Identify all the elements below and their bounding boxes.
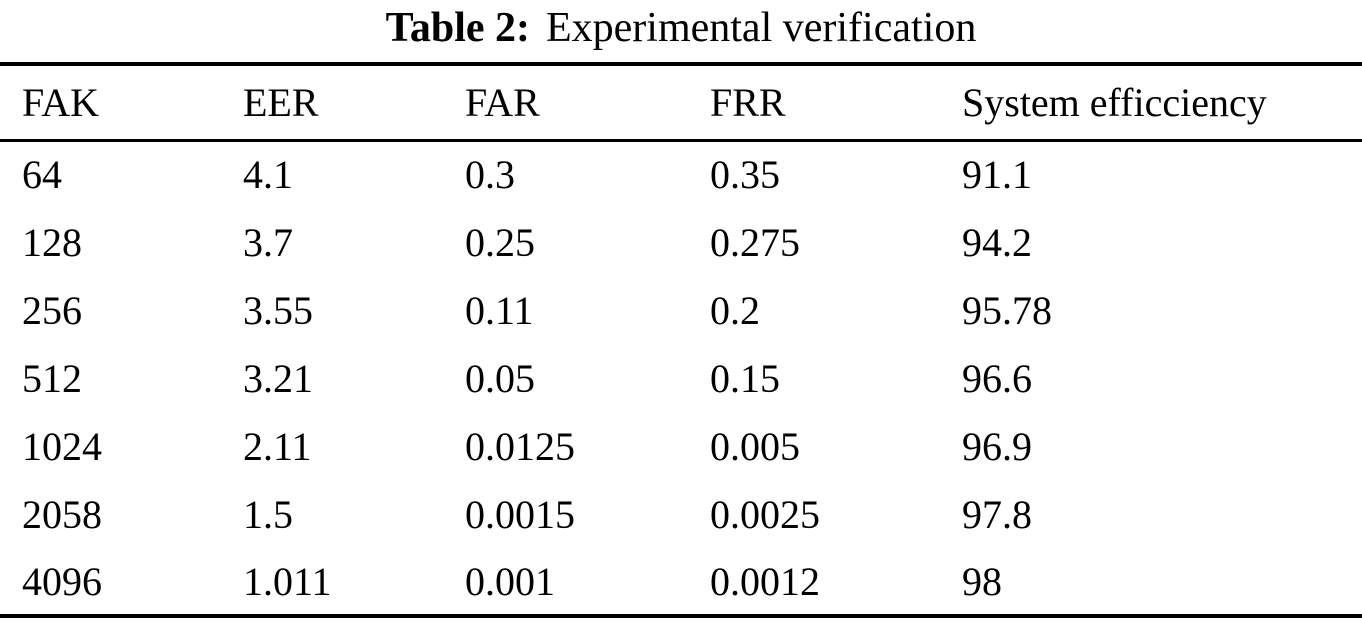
table-cell-frr: 0.2	[710, 287, 760, 333]
table-caption: Table 2: Experimental verification	[0, 0, 1362, 62]
table-cell-eer: 4.1	[243, 152, 293, 198]
table-cell-fak: 256	[22, 287, 82, 333]
table-cell-eer: 3.7	[243, 219, 293, 265]
table-caption-text: Experimental verification	[546, 5, 977, 51]
table-row: 64 4.1 0.3 0.35 91.1	[0, 140, 1362, 208]
table-row: 2058 1.5 0.0015 0.0025 97.8	[0, 480, 1362, 548]
table-cell-far: 0.3	[465, 152, 515, 198]
table-cell-eer: 3.21	[243, 355, 313, 401]
table-cell-far: 0.001	[465, 558, 555, 604]
table-row: 1024 2.11 0.0125 0.005 96.9	[0, 412, 1362, 480]
table-cell-far: 0.25	[465, 219, 535, 265]
table-cell-eer: 1.5	[243, 491, 293, 537]
table-cell-far: 0.0125	[465, 423, 575, 469]
column-header-system-efficiency: System efficciency	[940, 64, 1362, 142]
table-cell-eer: 3.55	[243, 287, 313, 333]
column-header-fak: FAK	[0, 64, 221, 142]
table-cell-frr: 0.0025	[710, 491, 820, 537]
table-cell-fak: 2058	[22, 491, 102, 537]
table-cell-fak: 64	[22, 152, 62, 198]
table-cell-system-efficiency: 94.2	[962, 219, 1032, 265]
table-cell-fak: 128	[22, 219, 82, 265]
table-row: 512 3.21 0.05 0.15 96.6	[0, 344, 1362, 412]
table-cell-fak: 1024	[22, 423, 102, 469]
table-cell-system-efficiency: 91.1	[962, 152, 1032, 198]
table-cell-frr: 0.275	[710, 219, 800, 265]
table-cell-system-efficiency: 96.6	[962, 355, 1032, 401]
table-cell-frr: 0.35	[710, 152, 780, 198]
table-cell-system-efficiency: 98	[962, 558, 1002, 604]
table-cell-fak: 4096	[22, 558, 102, 604]
table-row: 256 3.55 0.11 0.2 95.78	[0, 276, 1362, 344]
table-cell-frr: 0.15	[710, 355, 780, 401]
column-header-frr: FRR	[688, 64, 940, 142]
table-cell-far: 0.11	[465, 287, 534, 333]
table-cell-frr: 0.005	[710, 423, 800, 469]
table-cell-eer: 1.011	[243, 558, 332, 604]
table-cell-fak: 512	[22, 355, 82, 401]
table-header-row: FAK EER FAR FRR System efficciency	[0, 64, 1362, 142]
table-cell-system-efficiency: 97.8	[962, 491, 1032, 537]
table-cell-far: 0.0015	[465, 491, 575, 537]
table-cell-system-efficiency: 95.78	[962, 287, 1052, 333]
experimental-verification-table: FAK EER FAR FRR System efficciency 64 4.…	[0, 62, 1362, 618]
table-cell-far: 0.05	[465, 355, 535, 401]
table-caption-label: Table 2:	[385, 5, 530, 51]
table-cell-frr: 0.0012	[710, 558, 820, 604]
table-row: 4096 1.011 0.001 0.0012 98	[0, 548, 1362, 616]
table-cell-system-efficiency: 96.9	[962, 423, 1032, 469]
table-row: 128 3.7 0.25 0.275 94.2	[0, 208, 1362, 276]
column-header-far: FAR	[443, 64, 688, 142]
table-cell-eer: 2.11	[243, 423, 312, 469]
column-header-eer: EER	[221, 64, 443, 142]
